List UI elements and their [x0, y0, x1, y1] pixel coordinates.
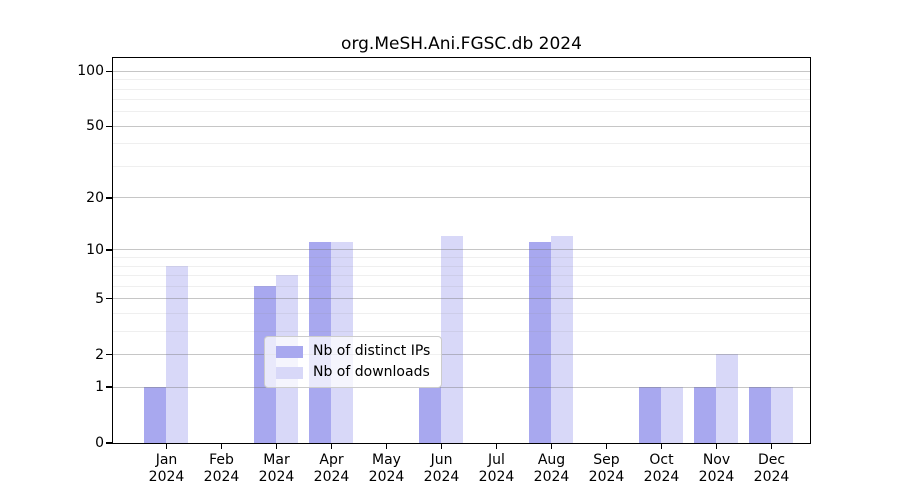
gridline-major-20 — [112, 197, 810, 199]
x-tick-month-mar: Mar — [263, 452, 290, 468]
bar-downloads-aug — [551, 235, 573, 443]
gridline-minor-4 — [112, 312, 810, 314]
y-tick-label-1: 1 — [95, 379, 104, 396]
x-tick-may — [385, 443, 388, 449]
x-tick-label-nov: Nov 2024 — [682, 452, 752, 486]
x-tick-month-feb: Feb — [209, 452, 234, 468]
gridline-minor-7 — [112, 275, 810, 276]
gridline-minor-3 — [112, 330, 810, 332]
x-tick-oct — [660, 443, 663, 449]
x-tick-label-dec: Dec 2024 — [737, 452, 807, 486]
bar-distinct-ips-jun — [419, 386, 441, 443]
bar-downloads-nov — [716, 354, 738, 443]
gridline-major-100 — [112, 70, 810, 72]
x-tick-month-jul: Jul — [488, 452, 505, 468]
x-tick-year-may: 2024 — [368, 469, 405, 485]
bar-downloads-jun — [441, 235, 463, 443]
x-tick-month-jan: Jan — [155, 452, 178, 468]
x-tick-month-jun: Jun — [430, 452, 453, 468]
x-tick-mar — [275, 443, 278, 449]
x-tick-month-oct: Oct — [649, 452, 674, 468]
gridline-major-1 — [112, 386, 810, 388]
gridline-minor-9 — [112, 257, 810, 258]
bar-downloads-jan — [166, 265, 188, 443]
gridline-minor-40 — [112, 143, 810, 145]
x-tick-year-jul: 2024 — [478, 469, 515, 485]
x-tick-year-nov: 2024 — [698, 469, 735, 485]
bar-distinct-ips-dec — [749, 386, 771, 443]
legend-row-distinct-ips: Nb of distinct IPs — [276, 344, 430, 359]
x-tick-feb — [220, 443, 223, 449]
x-tick-year-jun: 2024 — [423, 469, 460, 485]
gridline-major-2 — [112, 354, 810, 355]
gridline-minor-8 — [112, 265, 810, 267]
x-tick-month-dec: Dec — [757, 452, 786, 468]
y-tick-label-50: 50 — [86, 118, 104, 135]
gridline-minor-90 — [112, 79, 810, 81]
legend-swatch-distinct-ips — [276, 345, 303, 358]
bar-distinct-ips-jan — [144, 386, 166, 443]
y-tick-label-10: 10 — [86, 241, 104, 258]
y-tick-label-100: 100 — [77, 63, 104, 80]
x-tick-label-aug: Aug 2024 — [517, 452, 587, 486]
y-tick-label-2: 2 — [95, 346, 104, 363]
x-tick-label-feb: Feb 2024 — [187, 452, 257, 486]
bar-distinct-ips-nov — [694, 386, 716, 443]
gridline-minor-70 — [112, 99, 810, 101]
bar-downloads-dec — [771, 386, 793, 443]
x-tick-jan — [165, 443, 168, 449]
x-tick-month-nov: Nov — [702, 452, 731, 468]
legend-row-downloads: Nb of downloads — [276, 365, 430, 380]
plot-area — [111, 56, 811, 444]
bar-distinct-ips-oct — [639, 386, 661, 443]
x-tick-month-apr: Apr — [319, 452, 344, 468]
x-tick-year-oct: 2024 — [643, 469, 680, 485]
x-tick-year-mar: 2024 — [258, 469, 295, 485]
gridline-minor-80 — [112, 88, 810, 90]
gridline-minor-6 — [112, 285, 810, 287]
bar-downloads-oct — [661, 386, 683, 443]
legend: Nb of distinct IPs Nb of downloads — [264, 336, 443, 388]
x-tick-apr — [330, 443, 333, 449]
gridline-minor-30 — [112, 165, 810, 167]
x-tick-year-feb: 2024 — [203, 469, 240, 485]
bar-distinct-ips-aug — [529, 242, 551, 443]
x-tick-month-aug: Aug — [537, 452, 566, 468]
gridline-major-10 — [112, 249, 810, 251]
x-tick-jul — [495, 443, 498, 449]
x-tick-label-jan: Jan 2024 — [132, 452, 202, 486]
legend-label-distinct-ips: Nb of distinct IPs — [313, 343, 431, 359]
x-tick-label-apr: Apr 2024 — [297, 452, 367, 486]
x-tick-year-apr: 2024 — [313, 469, 350, 485]
x-tick-sep — [605, 443, 608, 449]
x-tick-label-may: May 2024 — [352, 452, 422, 486]
y-tick-label-5: 5 — [95, 290, 104, 307]
y-tick-label-20: 20 — [86, 189, 104, 206]
x-tick-year-sep: 2024 — [588, 469, 625, 485]
chart-title: org.MeSH.Ani.FGSC.db 2024 — [341, 34, 582, 54]
x-tick-nov — [715, 443, 718, 449]
y-tick-label-0: 0 — [95, 435, 104, 451]
x-tick-month-sep: Sep — [593, 452, 620, 468]
x-tick-label-jun: Jun 2024 — [407, 452, 477, 486]
legend-swatch-downloads — [276, 366, 303, 379]
x-tick-month-may: May — [372, 452, 401, 468]
x-tick-year-jan: 2024 — [148, 469, 185, 485]
legend-label-downloads: Nb of downloads — [313, 364, 430, 380]
x-tick-label-oct: Oct 2024 — [627, 452, 697, 486]
gridline-major-5 — [112, 298, 810, 300]
x-tick-aug — [550, 443, 553, 449]
x-tick-label-mar: Mar 2024 — [242, 452, 312, 486]
x-tick-dec — [770, 443, 773, 449]
x-tick-jun — [440, 443, 443, 449]
x-tick-year-dec: 2024 — [753, 469, 790, 485]
x-tick-year-aug: 2024 — [533, 469, 570, 485]
x-tick-label-sep: Sep 2024 — [572, 452, 642, 486]
gridline-minor-60 — [112, 111, 810, 113]
gridline-major-50 — [112, 125, 810, 127]
x-tick-label-jul: Jul 2024 — [462, 452, 532, 486]
